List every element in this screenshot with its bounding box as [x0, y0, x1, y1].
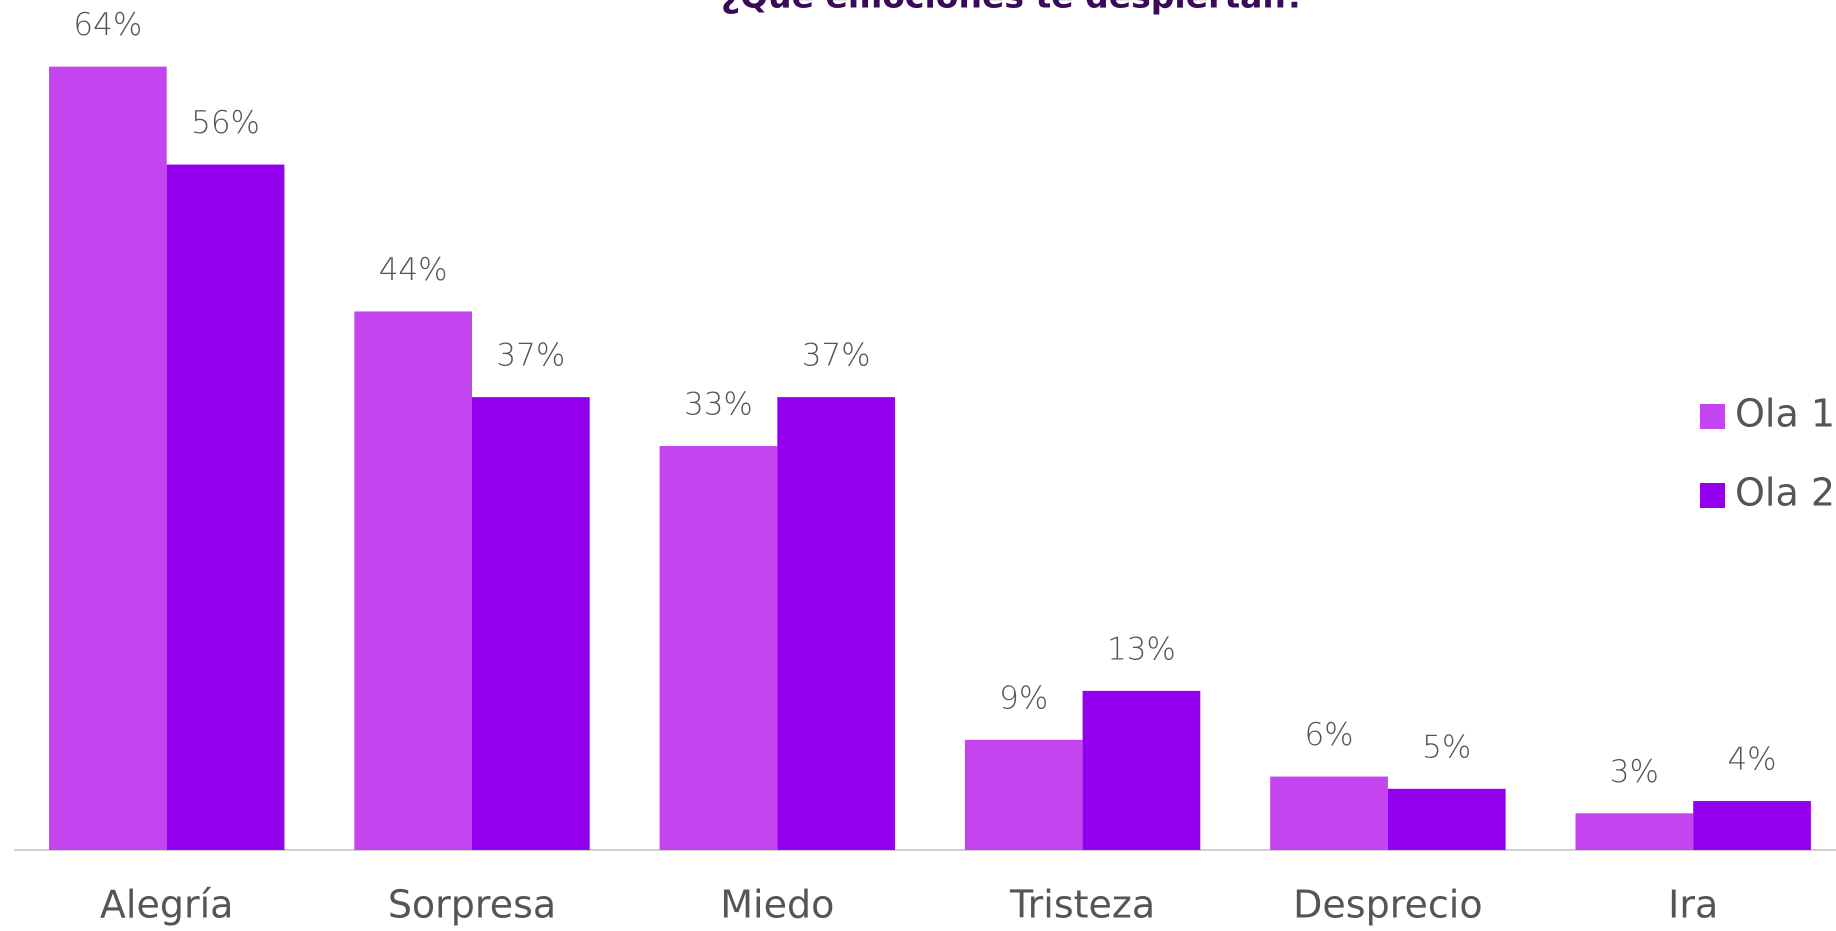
data-label: 3% — [1610, 754, 1659, 790]
x-tick-label: Miedo — [720, 883, 834, 927]
bar — [49, 66, 167, 850]
legend-swatch — [1700, 483, 1725, 508]
bar — [1693, 801, 1811, 850]
bar — [1575, 813, 1694, 850]
data-label: 13% — [1107, 631, 1176, 667]
bar — [1387, 788, 1506, 850]
legend-label: Ola 1 — [1735, 392, 1835, 436]
bar — [354, 311, 472, 850]
x-tick-label: Alegría — [100, 883, 234, 927]
x-tick-label: Desprecio — [1293, 883, 1482, 927]
x-tick-label: Tristeza — [1009, 883, 1155, 927]
bar — [1270, 776, 1388, 850]
data-label: 5% — [1422, 729, 1471, 765]
x-tick-label: Ira — [1668, 883, 1718, 927]
bar — [964, 739, 1083, 850]
bar — [659, 446, 778, 850]
data-label: 44% — [379, 252, 448, 288]
x-tick-label: Sorpresa — [388, 883, 556, 927]
data-label: 33% — [684, 387, 753, 423]
legend-label: Ola 2 — [1735, 471, 1835, 515]
data-label: 37% — [802, 338, 871, 374]
data-label: 4% — [1727, 742, 1776, 778]
bar — [166, 164, 285, 850]
chart-title: ¿Qué emociones te despiertan? — [721, 0, 1305, 16]
data-label: 64% — [73, 7, 142, 43]
data-label: 6% — [1304, 717, 1353, 753]
data-label: 9% — [999, 680, 1048, 716]
data-label: 56% — [191, 105, 260, 141]
bar — [472, 397, 590, 850]
bar — [777, 397, 895, 850]
data-label: 37% — [496, 338, 565, 374]
bar — [1082, 690, 1201, 850]
legend-swatch — [1700, 404, 1725, 429]
